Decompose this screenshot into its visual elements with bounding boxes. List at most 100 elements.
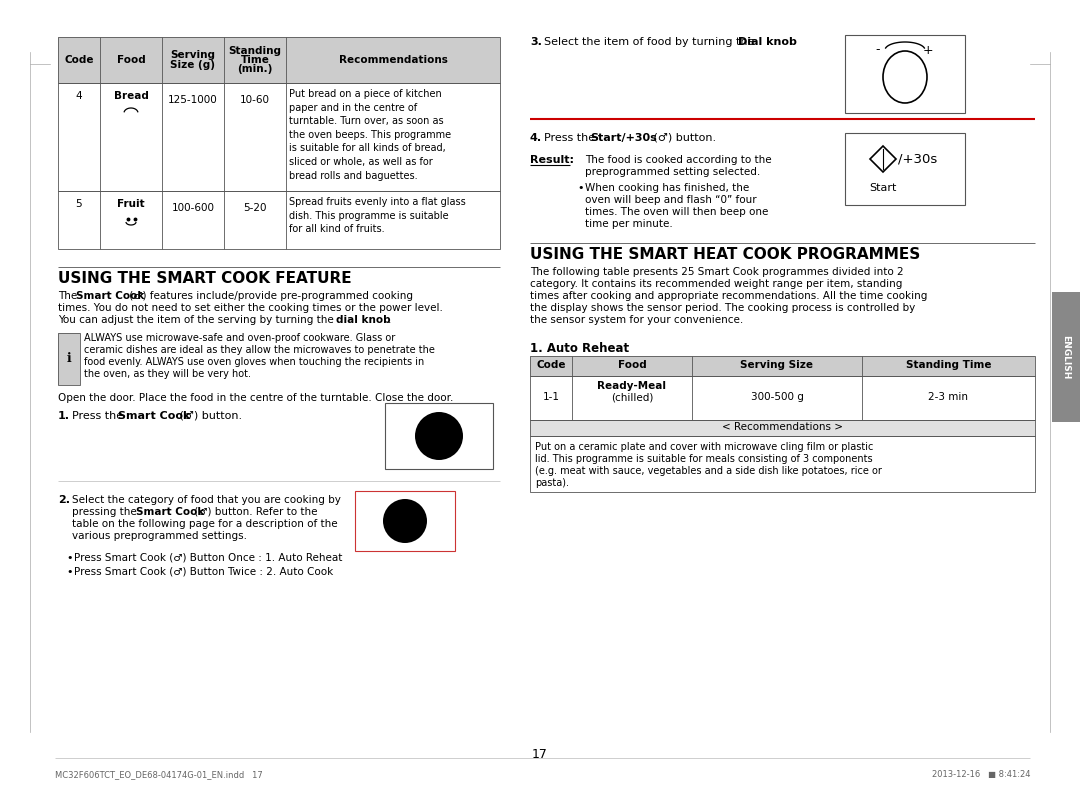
Text: category. It contains its recommended weight range per item, standing: category. It contains its recommended we… — [530, 279, 903, 289]
Bar — [530, 356, 1035, 376]
Text: 1. Auto Reheat: 1. Auto Reheat — [530, 342, 630, 355]
Text: USING THE SMART COOK FEATURE: USING THE SMART COOK FEATURE — [58, 271, 352, 286]
Text: (e.g. meat with sauce, vegetables and a side dish like potatoes, rice or: (e.g. meat with sauce, vegetables and a … — [535, 466, 882, 476]
Text: (♂) button. Refer to the: (♂) button. Refer to the — [191, 507, 318, 517]
Bar — [530, 376, 1035, 420]
Text: preprogrammed setting selected.: preprogrammed setting selected. — [585, 167, 760, 177]
Text: 5: 5 — [76, 199, 82, 209]
Text: Press the: Press the — [72, 411, 126, 421]
Text: (♂) features include/provide pre-programmed cooking: (♂) features include/provide pre-program… — [126, 291, 413, 301]
Text: (min.): (min.) — [238, 64, 272, 74]
Text: table on the following page for a description of the: table on the following page for a descri… — [72, 519, 338, 529]
Text: Ready-Meal: Ready-Meal — [597, 381, 666, 391]
Circle shape — [415, 412, 463, 460]
Text: Press Smart Cook (♂) Button Twice : 2. Auto Cook: Press Smart Cook (♂) Button Twice : 2. A… — [75, 567, 334, 577]
Bar — [530, 356, 1035, 376]
Text: Press the: Press the — [544, 133, 598, 143]
Bar — [530, 376, 1035, 420]
Text: USING THE SMART HEAT COOK PROGRAMMES: USING THE SMART HEAT COOK PROGRAMMES — [530, 247, 920, 262]
Text: ═══: ═══ — [433, 439, 445, 445]
Text: Start: Start — [869, 183, 896, 193]
Text: ★: ★ — [400, 511, 410, 524]
Text: Bread: Bread — [113, 91, 148, 101]
Bar — [845, 133, 966, 205]
Text: times. The oven will then beep one: times. The oven will then beep one — [585, 207, 768, 217]
Text: (♂) button.: (♂) button. — [650, 133, 716, 143]
Text: The following table presents 25 Smart Cook programmes divided into 2: The following table presents 25 Smart Co… — [530, 267, 904, 277]
Text: Put bread on a piece of kitchen
paper and in the centre of
turntable. Turn over,: Put bread on a piece of kitchen paper an… — [289, 89, 451, 181]
Text: ═══: ═══ — [399, 524, 411, 530]
Text: Size (g): Size (g) — [171, 59, 216, 70]
Text: 2-3 min: 2-3 min — [929, 392, 969, 402]
Text: 4: 4 — [76, 91, 82, 101]
Bar — [58, 333, 80, 385]
Text: +: + — [922, 44, 933, 56]
Text: Serving Size: Serving Size — [741, 360, 813, 370]
Text: -: - — [876, 44, 880, 56]
Text: ★: ★ — [433, 425, 445, 439]
Text: Smart Cook: Smart Cook — [76, 291, 145, 301]
Text: 5-20: 5-20 — [243, 203, 267, 213]
Text: 17: 17 — [532, 748, 548, 761]
Text: times after cooking and appropriate recommendations. All the time cooking: times after cooking and appropriate reco… — [530, 291, 928, 301]
Text: dial knob: dial knob — [336, 315, 391, 325]
Bar — [530, 436, 1035, 492]
Text: Fruit: Fruit — [118, 199, 145, 209]
Circle shape — [383, 499, 427, 543]
Text: Standing: Standing — [229, 46, 282, 56]
Text: ALWAYS use microwave-safe and oven-proof cookware. Glass or: ALWAYS use microwave-safe and oven-proof… — [84, 333, 395, 343]
Text: lid. This programme is suitable for meals consisting of 3 components: lid. This programme is suitable for meal… — [535, 454, 873, 464]
Text: ceramic dishes are ideal as they allow the microwaves to penetrate the: ceramic dishes are ideal as they allow t… — [84, 345, 435, 355]
Text: Standing Time: Standing Time — [906, 360, 991, 370]
Text: Recommendations: Recommendations — [338, 55, 447, 65]
Bar — [58, 37, 500, 83]
Text: 100-600: 100-600 — [172, 203, 215, 213]
Bar — [530, 436, 1035, 492]
Bar — [1052, 292, 1080, 422]
Text: the display shows the sensor period. The cooking process is controlled by: the display shows the sensor period. The… — [530, 303, 915, 313]
Text: < Recommendations >: < Recommendations > — [723, 422, 843, 432]
Text: food evenly. ALWAYS use oven gloves when touching the recipients in: food evenly. ALWAYS use oven gloves when… — [84, 357, 424, 367]
Text: .: . — [789, 37, 794, 47]
Bar — [58, 333, 80, 385]
Text: Code: Code — [64, 55, 94, 65]
Text: 300-500 g: 300-500 g — [751, 392, 804, 402]
Text: •: • — [66, 553, 72, 563]
Text: Smart Cook: Smart Cook — [118, 411, 190, 421]
Bar — [58, 37, 500, 83]
Text: 1.: 1. — [58, 411, 70, 421]
Text: various preprogrammed settings.: various preprogrammed settings. — [72, 531, 247, 541]
Text: .: . — [388, 315, 391, 325]
Bar — [384, 403, 492, 469]
Text: ℹ: ℹ — [67, 352, 71, 365]
Text: 4.: 4. — [530, 133, 542, 143]
Text: 125-1000: 125-1000 — [168, 95, 218, 105]
Text: Select the category of food that you are cooking by: Select the category of food that you are… — [72, 495, 341, 505]
Text: The: The — [58, 291, 81, 301]
Text: time per minute.: time per minute. — [585, 219, 673, 229]
Text: Spread fruits evenly into a flat glass
dish. This programme is suitable
for all : Spread fruits evenly into a flat glass d… — [289, 197, 465, 234]
Text: Press Smart Cook (♂) Button Once : 1. Auto Reheat: Press Smart Cook (♂) Button Once : 1. Au… — [75, 553, 342, 563]
Text: Smart Cook: Smart Cook — [136, 507, 204, 517]
Bar — [58, 83, 500, 191]
Text: Select the item of food by turning the: Select the item of food by turning the — [544, 37, 758, 47]
Text: Dial knob: Dial knob — [738, 37, 797, 47]
Text: pressing the: pressing the — [72, 507, 140, 517]
Text: Open the door. Place the food in the centre of the turntable. Close the door.: Open the door. Place the food in the cen… — [58, 393, 454, 403]
Text: (♂) button.: (♂) button. — [176, 411, 242, 421]
Text: 2013-12-16   ■ 8:41:24: 2013-12-16 ■ 8:41:24 — [931, 770, 1030, 779]
Text: Code: Code — [537, 360, 566, 370]
Text: /+30s: /+30s — [897, 153, 937, 166]
Text: 1-1: 1-1 — [542, 392, 559, 402]
Bar — [355, 491, 455, 551]
Text: When cooking has finished, the: When cooking has finished, the — [585, 183, 750, 193]
Text: 2.: 2. — [58, 495, 70, 505]
Text: Put on a ceramic plate and cover with microwave cling film or plastic: Put on a ceramic plate and cover with mi… — [535, 442, 874, 452]
Bar — [58, 191, 500, 249]
Text: Food: Food — [618, 360, 646, 370]
Text: Food: Food — [117, 55, 146, 65]
Text: the sensor system for your convenience.: the sensor system for your convenience. — [530, 315, 743, 325]
Text: pasta).: pasta). — [535, 478, 569, 488]
Text: 3.: 3. — [530, 37, 542, 47]
Text: Serving: Serving — [171, 51, 216, 60]
